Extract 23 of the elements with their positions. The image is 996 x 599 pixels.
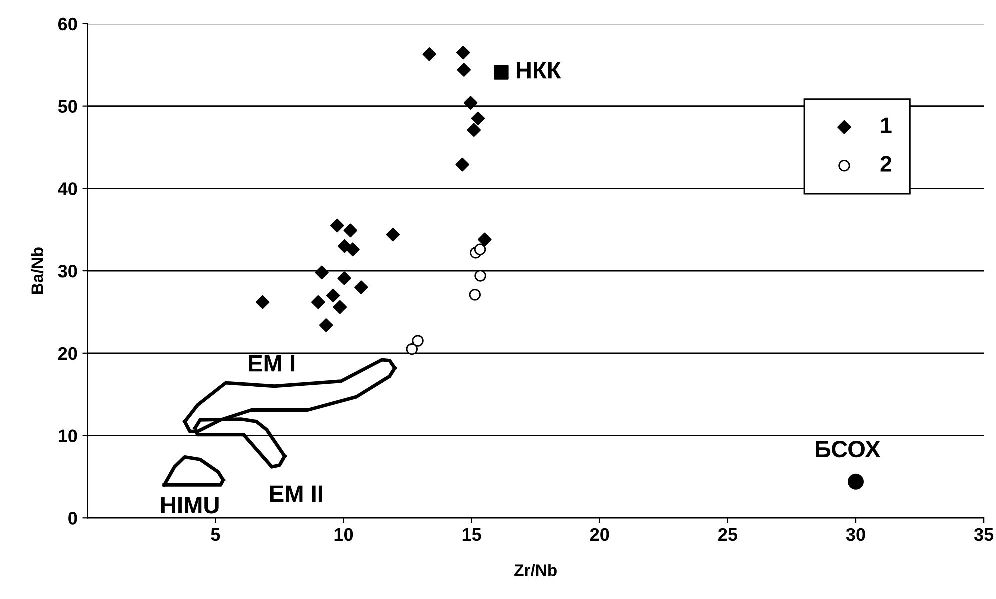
y-tick-label: 20 — [58, 347, 78, 360]
annotation: HIMU — [162, 497, 219, 514]
annotation: НКК — [516, 62, 562, 79]
y-tick-label: 60 — [58, 18, 78, 31]
x-tick-label: 25 — [718, 528, 738, 542]
x-tick-label: 35 — [974, 528, 994, 542]
y-tick-label: 30 — [58, 264, 78, 278]
annotation: EM II — [270, 486, 322, 502]
legend-label: 1 — [881, 118, 892, 134]
x-axis-title: Zr/Nb — [514, 564, 557, 577]
y-axis-title: Ba/Nb — [31, 248, 44, 294]
y-tick-label: 0 — [68, 512, 78, 525]
annotation: БСОХ — [816, 440, 881, 458]
y-tick-label: 10 — [58, 430, 78, 442]
x-tick-label: 20 — [590, 528, 610, 542]
y-tick-label: 40 — [58, 182, 78, 196]
legend-label: 2 — [880, 156, 892, 172]
x-tick-label: 5 — [211, 528, 220, 542]
x-tick-label: 30 — [846, 528, 866, 542]
y-tick-label: 50 — [58, 100, 78, 114]
x-tick-label: 10 — [334, 528, 354, 542]
x-tick-label: 15 — [462, 528, 482, 542]
annotation: EM I — [249, 355, 295, 372]
